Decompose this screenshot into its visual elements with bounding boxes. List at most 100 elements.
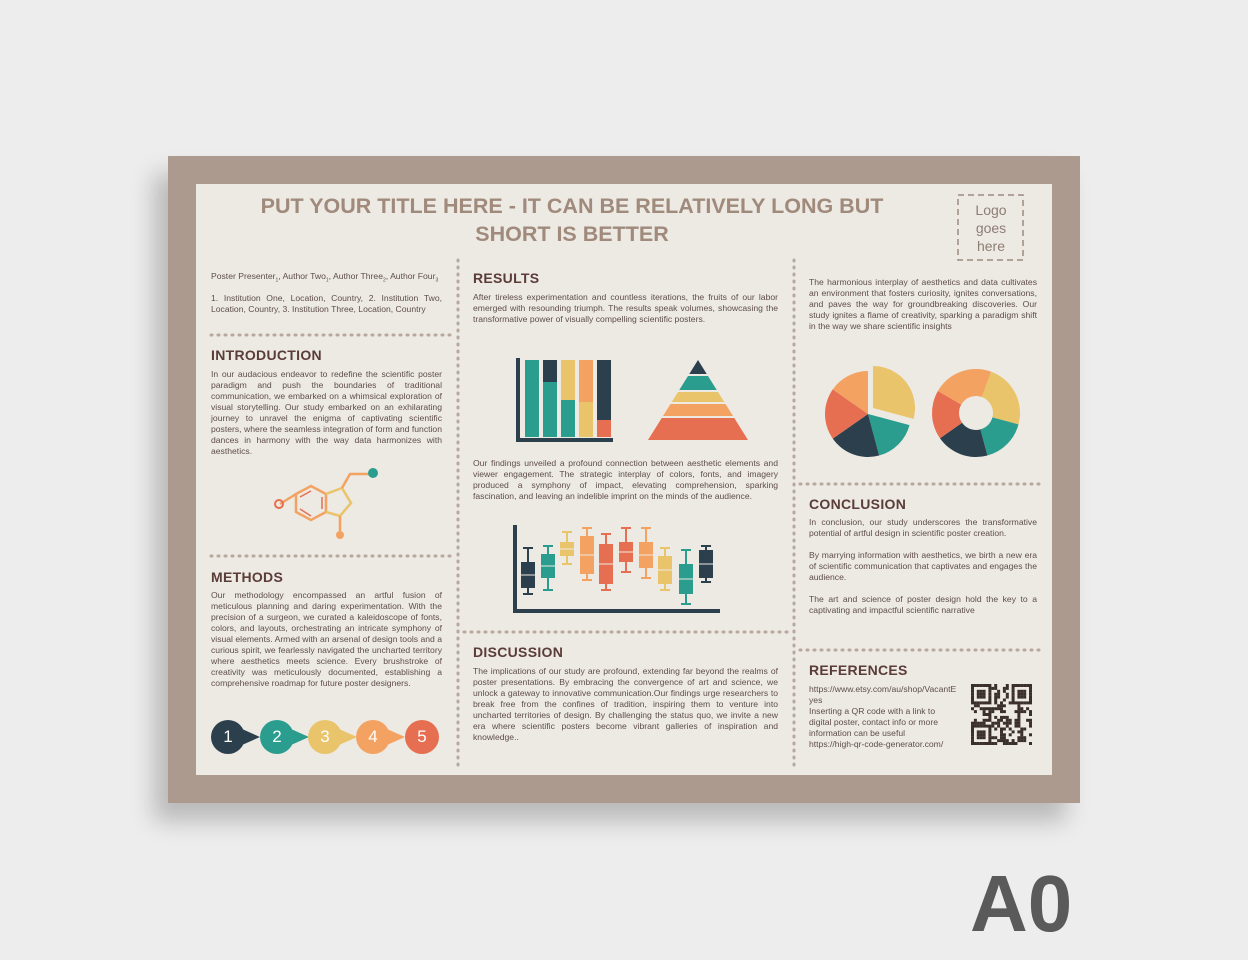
qr-module bbox=[1002, 715, 1006, 719]
qr-module bbox=[982, 701, 986, 705]
qr-module bbox=[1011, 684, 1015, 687]
qr-module bbox=[997, 721, 1001, 725]
qr-module bbox=[1011, 689, 1015, 693]
qr-module bbox=[985, 718, 989, 722]
qr-module bbox=[1017, 695, 1021, 699]
qr-module bbox=[1020, 733, 1024, 737]
qr-module bbox=[994, 686, 998, 690]
qr-module bbox=[988, 727, 992, 731]
qr-module bbox=[1026, 718, 1030, 722]
section-heading: REFERENCES bbox=[809, 662, 908, 678]
qr-module bbox=[991, 707, 995, 711]
qr-module bbox=[1008, 701, 1012, 705]
qr-module bbox=[1014, 710, 1018, 714]
donut-slice bbox=[981, 371, 1020, 425]
qr-module bbox=[971, 727, 974, 731]
qr-module bbox=[1005, 684, 1009, 687]
qr-module bbox=[1029, 698, 1032, 702]
qr-module bbox=[997, 707, 1001, 711]
step-arrow bbox=[291, 729, 309, 745]
qr-module bbox=[988, 701, 992, 705]
qr-module bbox=[976, 721, 980, 725]
qr-module bbox=[1011, 730, 1015, 734]
section-text: The implications of our study are profou… bbox=[473, 666, 778, 742]
qr-module bbox=[979, 721, 983, 725]
qr-module bbox=[1000, 710, 1003, 714]
qr-module bbox=[1029, 701, 1032, 705]
step-circle bbox=[405, 720, 439, 754]
qr-module bbox=[1023, 692, 1027, 696]
qr-module bbox=[1008, 742, 1012, 745]
qr-module bbox=[971, 730, 974, 734]
qr-module bbox=[979, 730, 983, 734]
section-heading: INTRODUCTION bbox=[211, 347, 322, 363]
logo-text: goes bbox=[975, 220, 1007, 236]
qr-module bbox=[988, 698, 992, 702]
qr-module bbox=[976, 692, 980, 696]
qr-module bbox=[1026, 701, 1030, 705]
qr-module bbox=[979, 742, 983, 745]
pyramid-band bbox=[648, 418, 748, 440]
molecule bbox=[299, 490, 323, 517]
qr-module bbox=[1017, 736, 1021, 740]
pyramid-band bbox=[671, 392, 725, 402]
qr-module bbox=[979, 695, 983, 699]
qr-module bbox=[1005, 692, 1009, 696]
qr-module bbox=[973, 704, 977, 708]
qr-module bbox=[976, 684, 980, 687]
qr-module bbox=[991, 710, 995, 714]
qr-module bbox=[1005, 739, 1009, 743]
qr-module bbox=[991, 736, 995, 740]
qr-module bbox=[982, 724, 986, 728]
author: , Author Three bbox=[328, 271, 383, 281]
section-text: After tireless experimentation and count… bbox=[473, 292, 778, 324]
qr-module bbox=[1008, 721, 1012, 725]
qr-module bbox=[1029, 686, 1032, 690]
step-number: 3 bbox=[320, 727, 330, 746]
qr-module bbox=[988, 684, 992, 687]
qr-module bbox=[1029, 684, 1032, 687]
pyramid-band bbox=[679, 376, 717, 390]
illustration-bar bbox=[579, 402, 593, 437]
qr-module bbox=[985, 707, 989, 711]
qr-module bbox=[982, 689, 986, 693]
step-arrow bbox=[242, 729, 260, 745]
donut-slice bbox=[932, 391, 963, 439]
qr-module bbox=[988, 730, 992, 734]
molecule bbox=[325, 486, 353, 518]
qr-module bbox=[1011, 742, 1015, 745]
qr-module bbox=[982, 736, 986, 740]
qr-module bbox=[1029, 733, 1032, 737]
qr-module bbox=[976, 701, 980, 705]
qr-module bbox=[1000, 701, 1003, 705]
qr-module bbox=[1008, 733, 1012, 737]
qr-module bbox=[1005, 724, 1009, 728]
qr-module bbox=[982, 721, 986, 725]
qr-module bbox=[1026, 707, 1030, 711]
qr-module bbox=[1014, 742, 1018, 745]
qr-module bbox=[1005, 695, 1009, 699]
qr-module bbox=[982, 733, 986, 737]
pie-slice bbox=[832, 371, 868, 414]
author-index: 2 bbox=[382, 277, 386, 284]
qr-module bbox=[976, 733, 980, 737]
qr-module bbox=[988, 736, 992, 740]
qr-module bbox=[1017, 713, 1021, 716]
step-number: 4 bbox=[368, 727, 378, 746]
qr-module bbox=[994, 742, 998, 745]
qr-module bbox=[979, 692, 983, 696]
step-circle bbox=[260, 720, 294, 754]
qr-module bbox=[1020, 727, 1024, 731]
section-heading: DISCUSSION bbox=[473, 644, 564, 660]
qr-module bbox=[1014, 721, 1018, 725]
illustration-bar bbox=[543, 360, 557, 382]
step-number: 1 bbox=[223, 727, 233, 746]
qr-module bbox=[988, 692, 992, 696]
qr-module bbox=[1011, 739, 1015, 743]
qr-module bbox=[1029, 692, 1032, 696]
qr-module bbox=[985, 724, 989, 728]
qr-module bbox=[997, 692, 1001, 696]
atom bbox=[274, 499, 284, 509]
section-heading: RESULTS bbox=[473, 270, 540, 286]
